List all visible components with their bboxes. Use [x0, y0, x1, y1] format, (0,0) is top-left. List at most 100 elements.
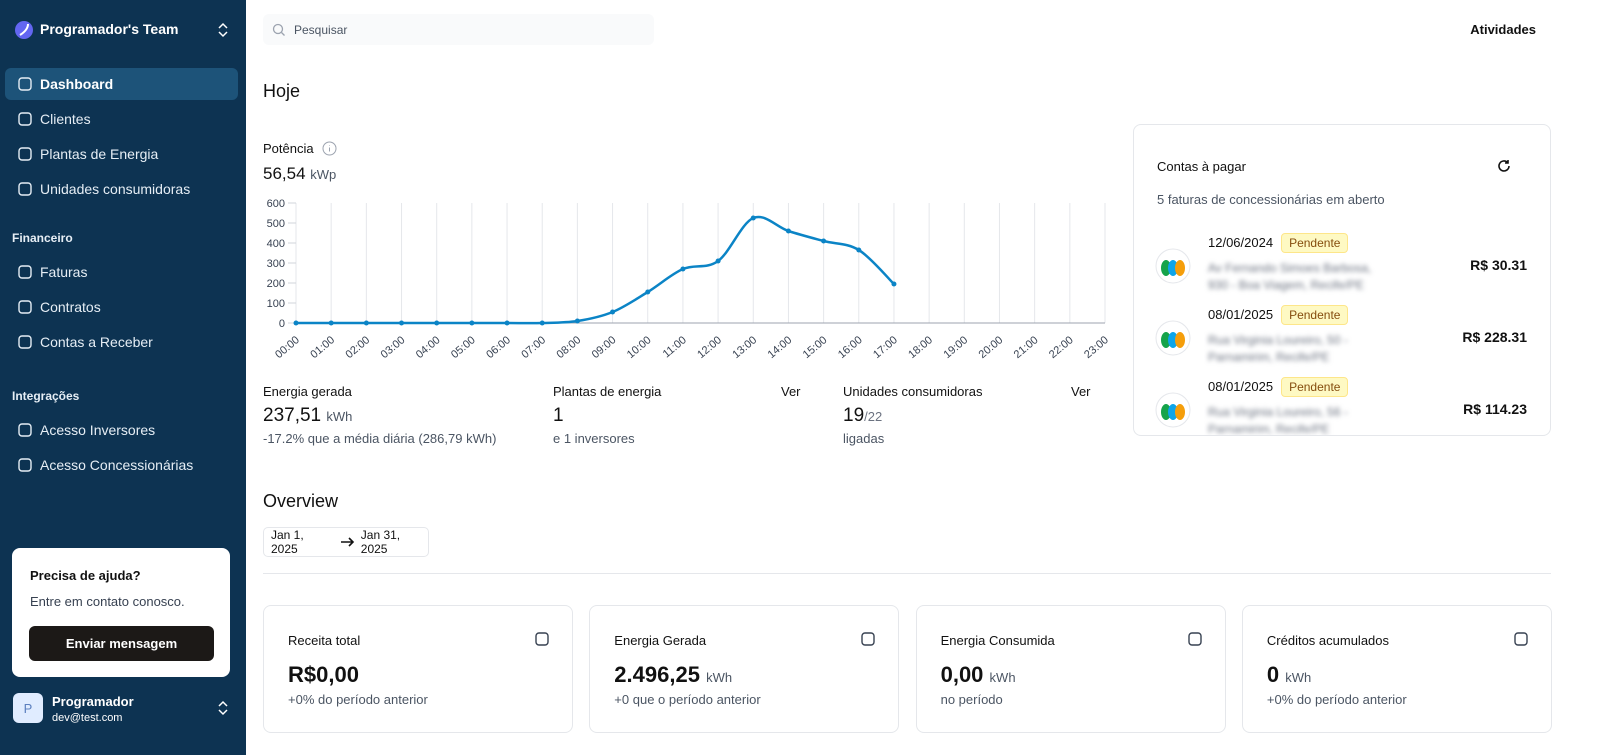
x-tick-label: 02:00: [343, 334, 372, 361]
bill-date: 08/01/2025: [1208, 379, 1274, 394]
stat-link[interactable]: Ver: [781, 384, 801, 399]
nav-item[interactable]: Acesso Inversores: [5, 414, 238, 446]
nav-item[interactable]: Unidades consumidoras: [5, 173, 238, 205]
logo-drop: [1168, 404, 1178, 420]
y-tick-label: 0: [279, 318, 285, 330]
metric-label: Energia Gerada: [614, 633, 707, 648]
icon-shape: [18, 265, 32, 279]
metric-card: Créditos acumulados 0 kWh +0% do período a…: [1241, 605, 1552, 733]
team-name[interactable]: Programador's Team: [40, 21, 179, 37]
avatar[interactable]: P: [13, 693, 43, 723]
bill-head: 08/01/2025 Pendente: [1208, 305, 1349, 325]
sidebar: Programador's Team Dashboard Clientes Plan…: [0, 0, 246, 755]
icon-shape: [18, 182, 32, 196]
refresh-icon[interactable]: [1496, 158, 1512, 174]
date-to: Jan 31, 2025: [360, 528, 401, 556]
x-tick-label: 10:00: [625, 334, 654, 361]
info-icon[interactable]: [322, 141, 337, 156]
logo-drop: [1161, 404, 1171, 420]
stat-link[interactable]: Ver: [1071, 384, 1091, 399]
stat-note: e 1 inversores: [553, 431, 635, 446]
overview-title: Overview: [263, 491, 339, 511]
icon-shape: [18, 458, 32, 472]
metric-label: Receita total: [288, 633, 361, 648]
x-tick-label: 12:00: [695, 334, 724, 361]
date-range[interactable]: Jan 1, 2025 Jan 31, 2025: [263, 527, 429, 557]
metric-value: R$0,00: [288, 662, 359, 688]
icon: [1187, 632, 1202, 646]
icon-shape: [18, 147, 32, 161]
stat-number: 19: [843, 405, 865, 426]
arrow: [340, 537, 354, 547]
x-tick-label: 09:00: [590, 334, 619, 361]
point: [856, 247, 862, 253]
search[interactable]: Pesquisar: [263, 14, 654, 45]
metric-unit: kWh: [706, 670, 733, 685]
logo-drop: [1168, 260, 1178, 276]
nav-item[interactable]: Clientes: [5, 103, 238, 135]
metric-note: no período: [940, 692, 1003, 707]
x-tick-label: 22:00: [1047, 334, 1076, 361]
metric-value: 0,00 kWh: [941, 662, 1016, 688]
x-tick-label: 06:00: [484, 334, 513, 361]
stat-total: /22: [864, 409, 883, 424]
point: [504, 320, 510, 326]
nav-item[interactable]: Acesso Concessionárias: [5, 449, 238, 481]
point: [645, 289, 651, 295]
stat-number: 237,51: [263, 405, 322, 426]
metric-note: +0 que o período anterior: [614, 692, 761, 707]
point: [891, 281, 897, 287]
bills-card: Contas à pagar 5 faturas de concessionár…: [1133, 124, 1551, 436]
icon: [18, 147, 32, 161]
nav-item[interactable]: Faturas: [5, 256, 238, 288]
user-name: Programador: [52, 694, 134, 709]
bill-amount: R$ 228.31: [1462, 329, 1527, 345]
logo-drop: [1175, 404, 1185, 420]
x-tick-label: 07:00: [519, 334, 548, 361]
section-title: Integrações: [12, 389, 80, 403]
team-logo: [15, 21, 33, 39]
metric-number: 2.496,25: [614, 662, 700, 687]
bill-address: Rua Virginia Loureiro, 56 - Parnamirim, …: [1208, 405, 1348, 436]
x-tick-label: 05:00: [449, 334, 478, 361]
power-label: Potência: [263, 141, 314, 156]
logo-drop: [1161, 260, 1171, 276]
point: [715, 258, 721, 264]
today-title: Hoje: [263, 81, 301, 101]
x-tick-label: 08:00: [555, 334, 584, 361]
point: [363, 320, 369, 326]
user-email: dev@test.com: [52, 712, 123, 724]
utility-logo: [1155, 320, 1191, 356]
icon: [18, 112, 32, 126]
x-tick-label: 16:00: [836, 334, 865, 361]
divider: [263, 573, 1551, 574]
bill-address: Av Fernando Simoes Barbosa, 930 - Boa Vi…: [1208, 261, 1372, 292]
help-text: Entre em contato conosco.: [30, 594, 185, 609]
stat-value: 19/22: [843, 405, 882, 427]
bills-title: Contas à pagar: [1157, 159, 1246, 174]
icon-shape: [535, 632, 549, 646]
metric-label: Energia Consumida: [940, 633, 1055, 648]
y-tick-label: 400: [267, 238, 285, 250]
metric-note: +0% do período anterior: [1266, 692, 1407, 707]
y-tick-label: 500: [267, 218, 285, 230]
icon-shape: [18, 112, 32, 126]
logo-drop: [1175, 332, 1185, 348]
metric-card: Energia Consumida 0,00 kWh no período: [915, 605, 1226, 733]
activities[interactable]: Atividades: [1470, 22, 1536, 37]
icon: [1514, 632, 1528, 646]
nav-item[interactable]: Contas a Receber: [5, 326, 238, 358]
chevron[interactable]: [217, 700, 229, 716]
nav-item[interactable]: Plantas de Energia: [5, 138, 238, 170]
point: [574, 318, 580, 324]
section-title: Financeiro: [12, 231, 73, 245]
point: [610, 309, 616, 315]
logo-drop: [1175, 260, 1185, 276]
nav-item[interactable]: Contratos: [5, 291, 238, 323]
help-button[interactable]: Enviar mensagem: [29, 626, 214, 661]
nav-item[interactable]: Dashboard: [5, 68, 238, 100]
bill-head: 08/01/2025 Pendente: [1208, 377, 1349, 397]
y-tick-label: 200: [267, 278, 285, 290]
chevron[interactable]: [217, 22, 229, 38]
